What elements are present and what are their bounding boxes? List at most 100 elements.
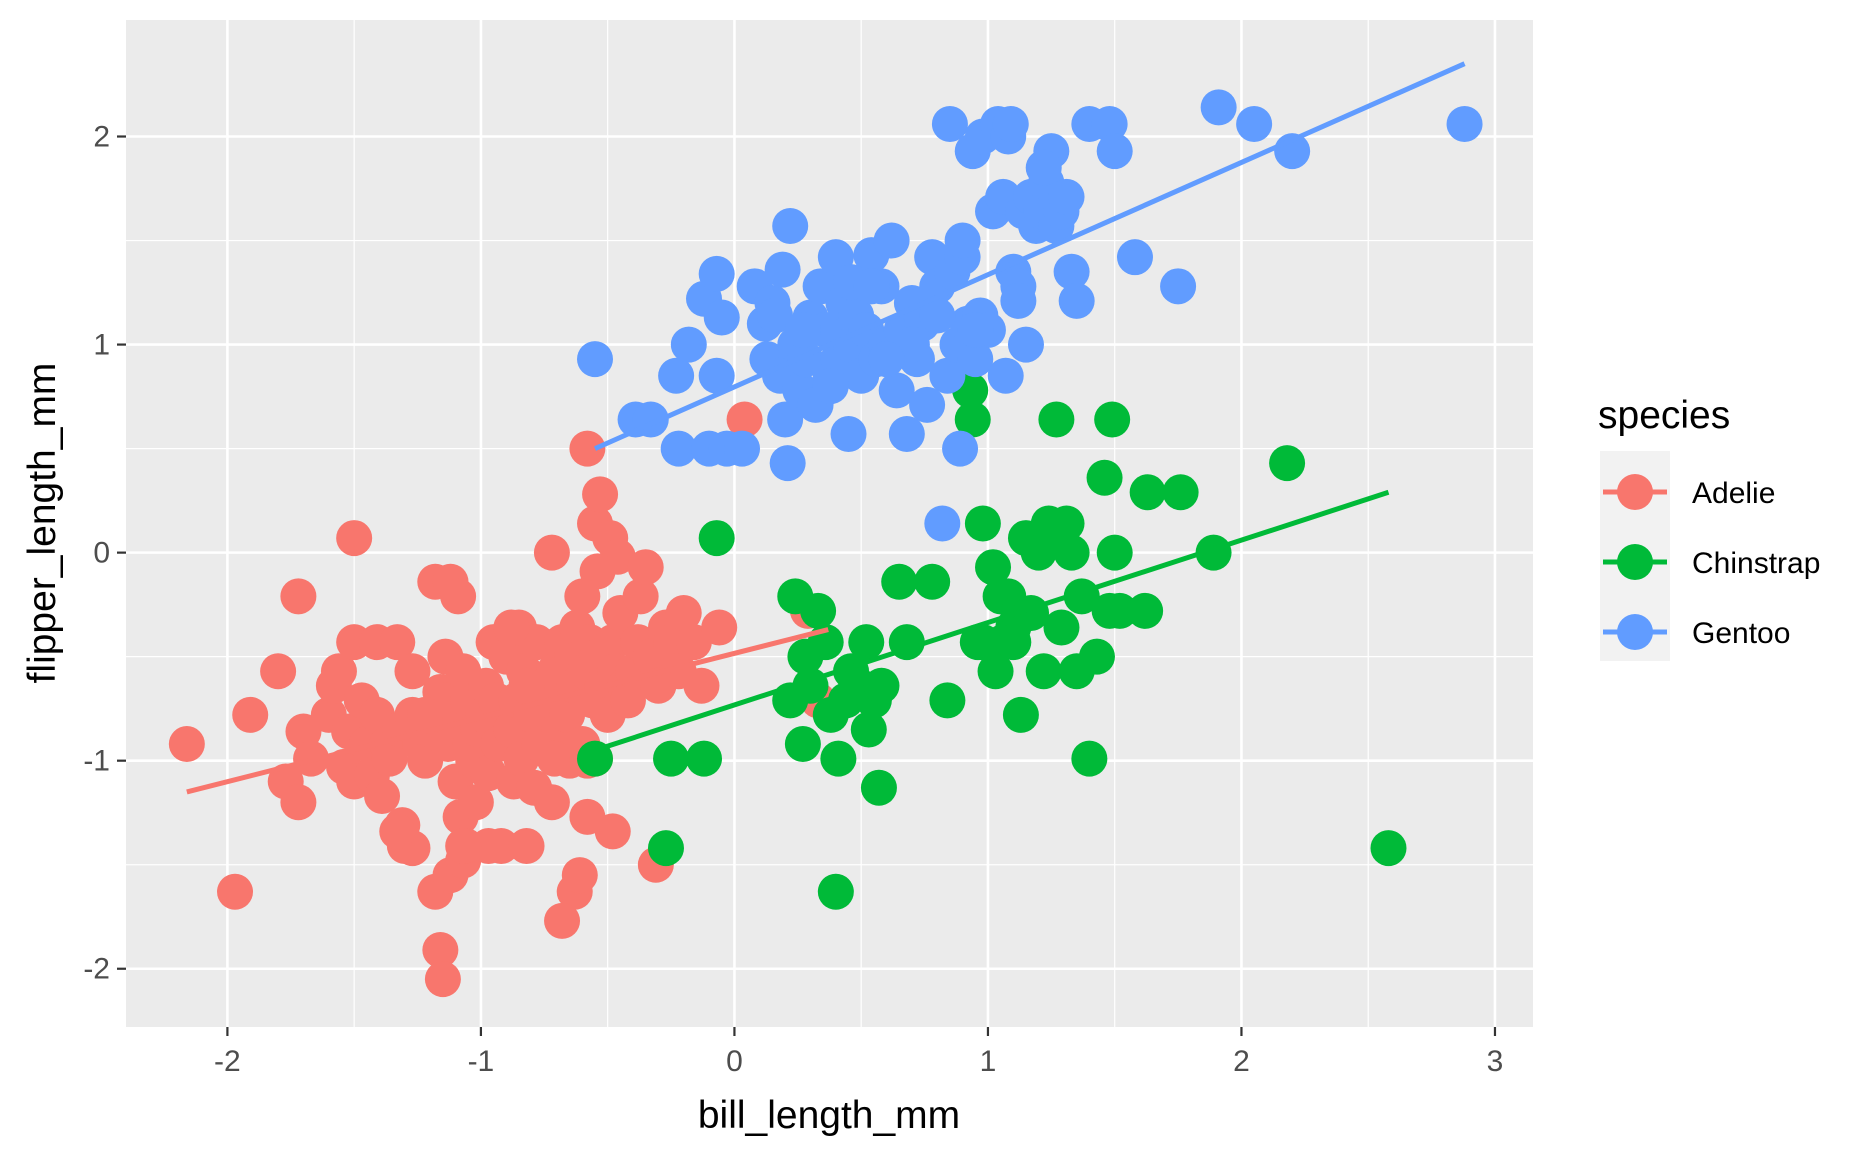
adelie-point <box>609 682 646 719</box>
gentoo-point <box>944 222 981 259</box>
legend-label-gentoo: Gentoo <box>1692 617 1790 650</box>
gentoo-point <box>767 401 804 438</box>
gentoo-point <box>830 416 867 453</box>
y-tick-label: -2 <box>83 953 110 986</box>
gentoo-point <box>764 251 801 288</box>
adelie-point <box>582 476 619 513</box>
adelie-point <box>508 827 545 864</box>
adelie-point <box>422 932 459 969</box>
chinstrap-point <box>850 711 887 748</box>
gentoo-fit-line <box>593 61 1466 451</box>
chinstrap-point <box>1094 401 1131 438</box>
chinstrap-point <box>686 740 723 777</box>
chinstrap-point <box>1129 474 1166 511</box>
y-tick-label: -1 <box>83 745 110 778</box>
chinstrap-point <box>1370 830 1407 867</box>
adelie-point <box>493 609 530 646</box>
adelie-point <box>371 740 408 777</box>
gentoo-point <box>957 341 994 378</box>
adelie-point <box>457 784 494 821</box>
y-tick-label: 2 <box>93 121 110 154</box>
adelie-point <box>470 827 507 864</box>
gentoo-point <box>868 341 905 378</box>
gentoo-point <box>1236 106 1273 143</box>
adelie-point <box>627 549 664 586</box>
gentoo-point <box>1025 149 1062 186</box>
gentoo-point <box>769 445 806 482</box>
gentoo-point <box>812 368 849 405</box>
chinstrap-point <box>954 401 991 438</box>
adelie-fit-line <box>186 627 829 795</box>
adelie-point <box>407 696 444 733</box>
adelie-point <box>569 430 606 467</box>
gentoo-point <box>878 372 915 409</box>
gentoo-point <box>703 299 740 336</box>
adelie-point <box>533 784 570 821</box>
chinstrap-point <box>977 653 1014 690</box>
gentoo-point <box>931 106 968 143</box>
gentoo-point <box>658 357 695 394</box>
gentoo-point <box>924 505 961 542</box>
adelie-point <box>594 624 631 661</box>
chinstrap-point <box>1043 609 1080 646</box>
legend-key-adelie <box>1617 474 1653 510</box>
chinstrap-point <box>995 624 1032 661</box>
gentoo-point <box>1091 106 1128 143</box>
chinstrap-point <box>698 520 735 557</box>
gentoo-point <box>873 222 910 259</box>
legend-title: species <box>1598 394 1730 437</box>
x-tick-label: -1 <box>468 1045 495 1078</box>
chinstrap-point <box>848 624 885 661</box>
adelie-point <box>364 778 401 815</box>
chinstrap-point <box>784 726 821 763</box>
adelie-point <box>320 653 357 690</box>
x-tick-label: -2 <box>214 1045 241 1078</box>
adelie-point <box>379 624 416 661</box>
chinstrap-point <box>863 667 900 704</box>
chinstrap-point <box>1053 534 1090 571</box>
chinstrap-point <box>1071 740 1108 777</box>
adelie-point <box>440 578 477 615</box>
legend-key-gentoo <box>1617 614 1653 650</box>
chinstrap-point <box>964 505 1001 542</box>
legend: species Adelie Chinstrap Gentoo <box>1598 394 1820 661</box>
chinstrap-point <box>1101 592 1138 629</box>
gentoo-point <box>992 106 1029 143</box>
adelie-point <box>394 653 431 690</box>
adelie-point <box>285 713 322 750</box>
adelie-point <box>508 667 545 704</box>
chinstrap-point <box>820 740 857 777</box>
gentoo-point <box>942 430 979 467</box>
gentoo-point <box>987 357 1024 394</box>
adelie-point <box>665 594 702 631</box>
chinstrap-point <box>1078 638 1115 675</box>
y-axis: -2 -1 0 1 2 <box>83 121 126 986</box>
gentoo-point <box>1200 89 1237 126</box>
chinstrap-point <box>1025 653 1062 690</box>
chinstrap-point <box>1096 534 1133 571</box>
gentoo-point <box>724 430 761 467</box>
adelie-point <box>232 696 269 733</box>
regression-lines <box>186 61 1466 795</box>
adelie-point <box>336 520 373 557</box>
adelie-point <box>622 578 659 615</box>
chinstrap-point <box>1038 401 1075 438</box>
adelie-point <box>564 578 601 615</box>
chinstrap-point <box>647 830 684 867</box>
chinstrap-point <box>1002 696 1039 733</box>
chinstrap-point <box>964 624 1001 661</box>
chinstrap-point <box>914 563 951 600</box>
x-tick-label: 0 <box>726 1045 743 1078</box>
adelie-point <box>726 401 763 438</box>
adelie-point <box>424 961 461 998</box>
adelie-point <box>280 578 317 615</box>
x-tick-label: 2 <box>1233 1045 1250 1078</box>
gentoo-point <box>1096 133 1133 170</box>
adelie-point <box>533 534 570 571</box>
gentoo-point <box>957 312 994 349</box>
adelie-point <box>544 902 581 939</box>
gentoo-point <box>1116 239 1153 276</box>
gentoo-point <box>929 357 966 394</box>
x-axis-title: bill_length_mm <box>698 1094 960 1137</box>
